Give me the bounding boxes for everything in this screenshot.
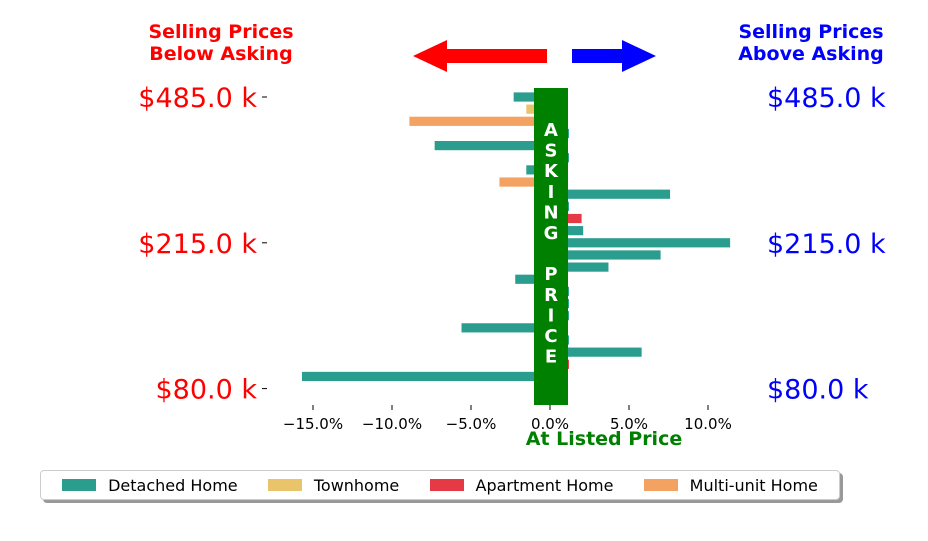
left-header-line-2: Below Asking	[149, 43, 292, 65]
legend-item-apartment: Apartment Home	[429, 475, 614, 495]
bar-detached-home-row-19	[461, 323, 550, 333]
asking-letter-9: I	[548, 305, 555, 326]
right-header-line-2: Above Asking	[738, 43, 884, 65]
asking-letter-8: R	[544, 285, 558, 306]
left-header-line-1: Selling Prices	[148, 21, 293, 43]
asking-letter-0: A	[544, 120, 558, 141]
asking-letter-3: I	[548, 182, 555, 203]
y-tick-label-right-0: $485.0 k	[767, 83, 886, 114]
bar-detached-home-row-23	[301, 371, 550, 382]
bar-detached-home-row-12	[550, 238, 731, 248]
x-tick-label-1: −10.0%	[362, 415, 422, 433]
y-tick-label-right-1: $215.0 k	[767, 229, 886, 260]
y-tick-label-right-2: $80.0 k	[767, 375, 869, 406]
legend: Detached Home Townhome Apartment Home Mu…	[40, 470, 840, 500]
left-arrow-icon	[413, 40, 547, 72]
y-axis-right: $485.0 k $215.0 k $80.0 k	[767, 83, 886, 406]
legend-item-multi-unit: Multi-unit Home	[643, 475, 818, 495]
bar-detached-home-row-4	[434, 141, 550, 151]
legend-label-multi-unit: Multi-unit Home	[689, 475, 818, 495]
bar-multi-unit-home-row-2	[409, 116, 550, 126]
asking-letter-4: N	[543, 202, 558, 223]
x-tick-label-5: 10.0%	[684, 415, 732, 433]
y-tick-label-left-0: $485.0 k	[138, 83, 257, 114]
y-tick-label-left-2: $80.0 k	[155, 375, 257, 406]
asking-letter-2: K	[544, 161, 559, 182]
bar-detached-home-row-13	[550, 250, 661, 260]
legend-item-detached: Detached Home	[62, 476, 238, 495]
x-axis-label: At Listed Price	[526, 428, 682, 450]
asking-letter-5: G	[544, 223, 559, 244]
legend-label-townhome: Townhome	[313, 475, 400, 495]
legend-label-apartment: Apartment Home	[475, 475, 614, 495]
right-arrow-icon	[572, 40, 656, 72]
bar-detached-home-row-0	[513, 92, 550, 102]
bar-multi-unit-home-row-7	[499, 177, 550, 187]
asking-letter-7: P	[544, 264, 557, 285]
bars-layer	[301, 92, 731, 382]
asking-letter-1: S	[545, 141, 558, 162]
y-tick-label-left-1: $215.0 k	[138, 229, 257, 260]
legend-swatch-townhome	[267, 479, 302, 491]
asking-letter-11: E	[545, 347, 557, 368]
legend-swatch-apartment	[429, 479, 464, 491]
legend-item-townhome: Townhome	[267, 475, 400, 495]
y-axis-left: $485.0 k $215.0 k $80.0 k	[138, 83, 267, 406]
bar-detached-home-row-14	[550, 262, 609, 272]
bar-detached-home-row-15	[515, 274, 550, 284]
asking-price-band	[534, 88, 568, 405]
legend-swatch-detached	[62, 479, 97, 491]
x-tick-label-4: 5.0%	[610, 415, 648, 433]
x-tick-label-2: −5.0%	[446, 415, 497, 433]
right-header-line-1: Selling Prices	[738, 21, 883, 43]
bar-detached-home-row-21	[550, 347, 642, 357]
legend-swatch-multi-unit	[643, 479, 678, 491]
asking-letter-10: C	[544, 326, 557, 347]
bar-detached-home-row-8	[550, 189, 671, 199]
x-axis: −15.0% −10.0% −5.0% 0.0% 5.0% 10.0%	[283, 405, 732, 433]
x-tick-label-3: 0.0%	[531, 415, 569, 433]
x-tick-label-0: −15.0%	[283, 415, 343, 433]
legend-label-detached: Detached Home	[108, 475, 238, 495]
